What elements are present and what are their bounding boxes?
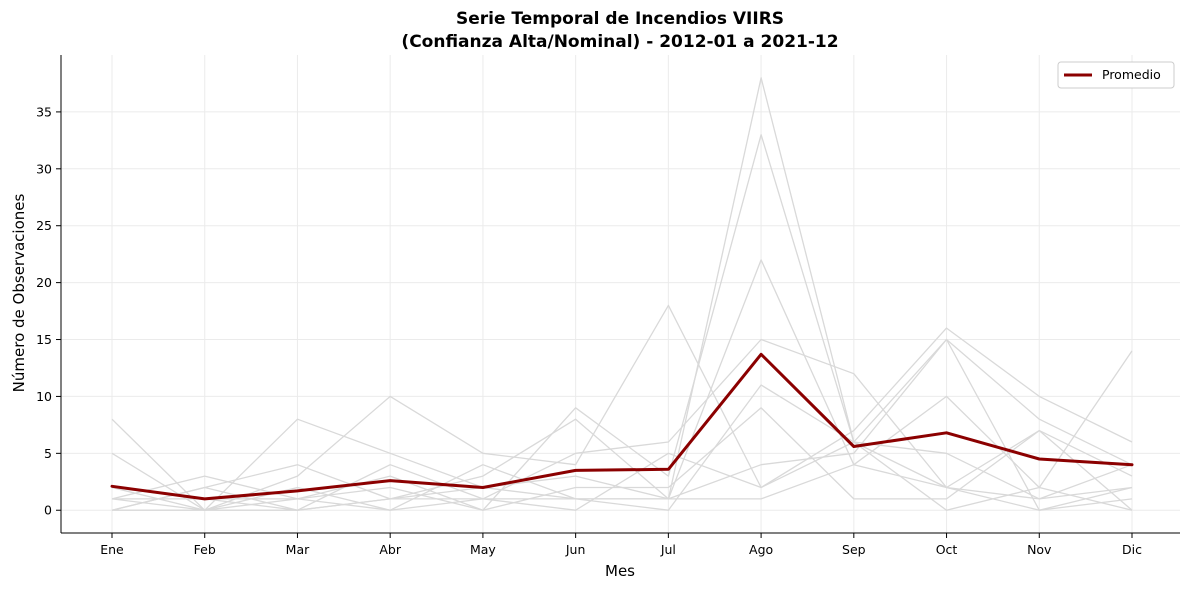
y-tick-label-30: 30 — [36, 161, 52, 176]
x-tick-label-mar: Mar — [286, 542, 310, 557]
background-series-line-8 — [111, 338, 1133, 511]
legend-label-promedio: Promedio — [1102, 67, 1161, 82]
x-tick-label-abr: Abr — [379, 542, 401, 557]
x-tick-label-nov: Nov — [1027, 542, 1052, 557]
y-axis-label: Número de Observaciones — [10, 194, 28, 393]
background-series-line-10 — [111, 464, 1133, 511]
chart-title-line-2: (Confianza Alta/Nominal) - 2012-01 a 202… — [401, 32, 838, 52]
y-tick-label-25: 25 — [36, 218, 52, 233]
background-series-line-3 — [111, 134, 1133, 511]
x-tick-label-feb: Feb — [194, 542, 216, 557]
x-tick-label-ene: Ene — [100, 542, 124, 557]
x-tick-label-jul: Jul — [660, 542, 676, 557]
axes: 0 5 10 15 20 25 30 35 Ene Feb Mar Abr May Jun Jul Ago Se… — [36, 55, 1180, 557]
x-tick-label-oct: Oct — [936, 542, 958, 557]
x-tick-label-may: May — [470, 542, 496, 557]
x-axis-label: Mes — [605, 562, 635, 580]
y-tick-label-5: 5 — [44, 446, 52, 461]
legend-box — [1057, 61, 1175, 89]
y-tick-label-35: 35 — [36, 104, 52, 119]
background-series-line-2 — [111, 304, 1133, 511]
x-tick-label-jun: Jun — [565, 542, 586, 557]
background-series-lines — [111, 77, 1133, 511]
y-tick-label-0: 0 — [44, 503, 52, 518]
background-series-line-1 — [111, 77, 1133, 511]
y-tick-label-15: 15 — [36, 332, 52, 347]
x-tick-label-sep: Sep — [842, 542, 866, 557]
average-series — [110, 352, 1134, 501]
legend: Promedio — [1057, 61, 1175, 89]
y-tick-label-10: 10 — [36, 389, 52, 404]
y-tick-label-20: 20 — [36, 275, 52, 290]
x-tick-label-ago: Ago — [749, 542, 773, 557]
background-series-line-5 — [111, 338, 1133, 511]
x-tick-label-dic: Dic — [1122, 542, 1142, 557]
background-series-line-9 — [111, 441, 1133, 511]
average-line — [110, 352, 1134, 501]
chart-title-line-1: Serie Temporal de Incendios VIIRS — [456, 9, 784, 29]
background-series-line-4 — [111, 259, 1133, 511]
